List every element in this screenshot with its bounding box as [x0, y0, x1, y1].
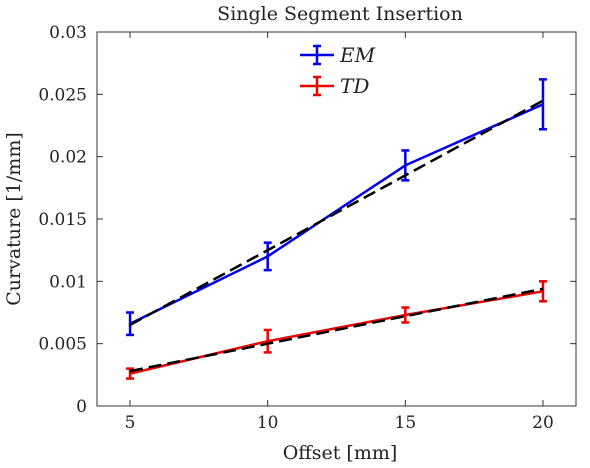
x-tick-label: 20: [532, 413, 554, 433]
error-bar: [538, 78, 547, 131]
chart-title: Single Segment Insertion: [217, 3, 463, 25]
legend-label: TD: [340, 74, 369, 98]
legend: EM TD: [300, 43, 376, 98]
plot-area: 5 10 15 20 0 0.005 0.01 0.015 0.02 0.025 0.03: [38, 23, 577, 433]
y-tick-label: 0.005: [38, 335, 87, 355]
error-bar: [263, 328, 272, 354]
series-em: [126, 78, 547, 337]
tick-layer: 5 10 15 20 0 0.005 0.01 0.015 0.02 0.025 0.03: [38, 23, 576, 433]
error-bar: [263, 241, 272, 272]
x-tick-label: 10: [257, 413, 279, 433]
plot-frame: [96, 31, 577, 407]
legend-item-em: EM: [300, 43, 376, 67]
x-axis-label: Offset [mm]: [283, 442, 398, 464]
fit-line-series-2: [129, 99, 544, 327]
series-layer: [126, 78, 547, 380]
y-tick-label: 0.015: [38, 210, 87, 230]
legend-item-td: TD: [300, 74, 369, 98]
y-axis-label: Curvature [1/mm]: [3, 132, 25, 306]
series-line: [129, 290, 544, 375]
error-bar: [401, 306, 410, 324]
fit-line-series-3: [129, 287, 544, 373]
error-bar: [538, 280, 547, 303]
legend-label: EM: [339, 43, 376, 67]
y-tick-label: 0.01: [49, 272, 87, 292]
y-tick-label: 0.02: [49, 148, 87, 168]
series-line: [129, 103, 544, 325]
y-tick-label: 0: [76, 397, 87, 417]
y-tick-label: 0.025: [38, 85, 87, 105]
fit-line: [129, 99, 544, 327]
y-tick-label: 0.03: [49, 23, 87, 43]
fit-line: [129, 287, 544, 373]
x-tick-label: 5: [125, 413, 136, 433]
x-tick-label: 15: [395, 413, 417, 433]
